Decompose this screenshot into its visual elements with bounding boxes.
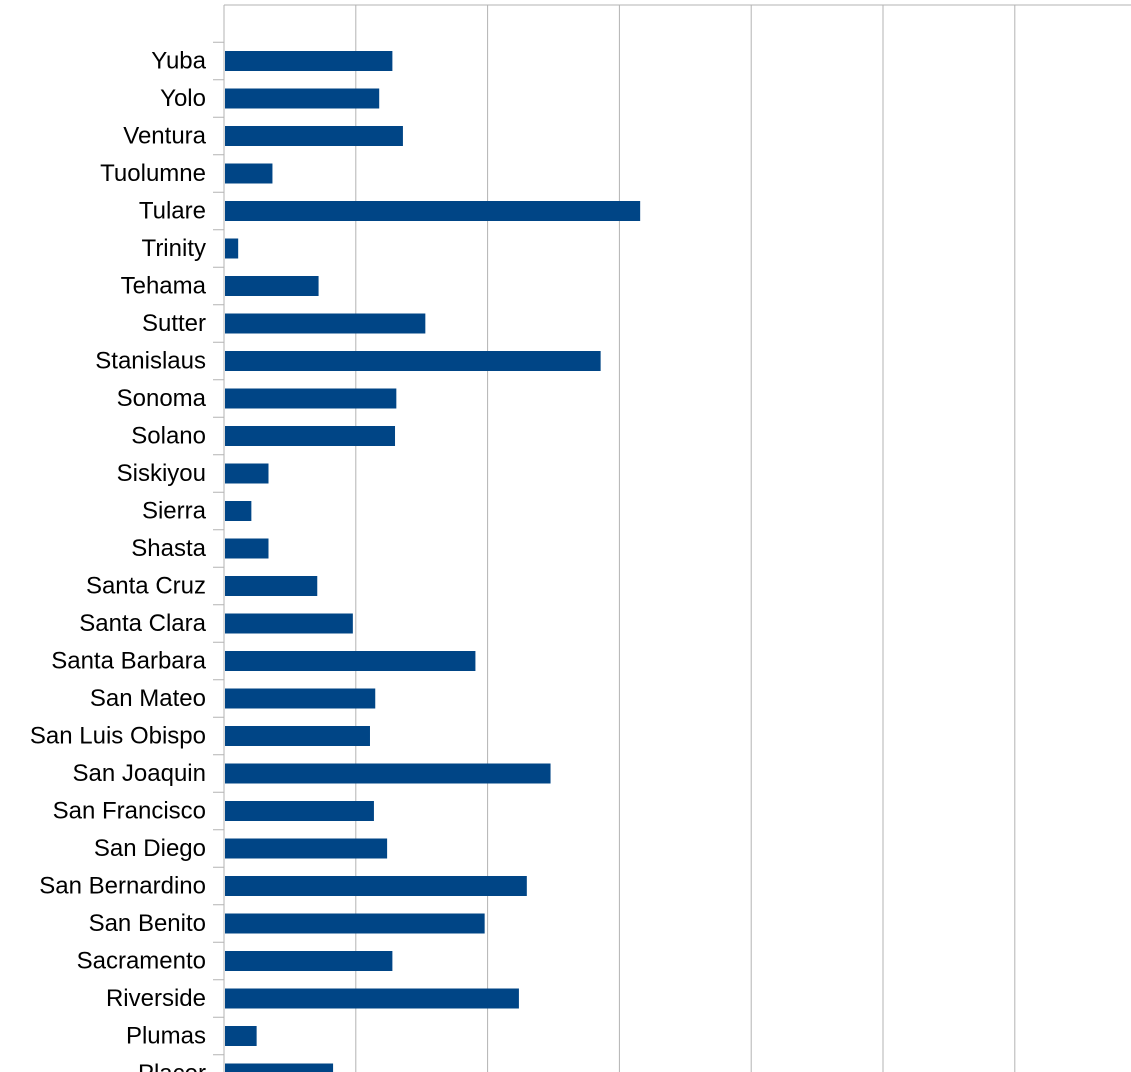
bar-yuba — [225, 51, 393, 71]
category-label: San Francisco — [53, 798, 206, 825]
gridlines — [223, 4, 1131, 1072]
category-label: Sierra — [142, 498, 207, 525]
bar-ventura — [225, 126, 403, 146]
bar-sutter — [225, 313, 426, 334]
bar-tuolumne — [225, 163, 273, 184]
category-label: Yolo — [160, 85, 206, 112]
bar-san-benito — [225, 913, 485, 934]
bar-trinity — [225, 238, 239, 259]
bar-stanislaus — [225, 351, 601, 371]
bar-san-joaquin — [225, 763, 551, 784]
bar-shasta — [225, 538, 269, 559]
category-label: Tuolumne — [100, 160, 206, 187]
bar-yolo — [225, 88, 380, 109]
category-label: Stanislaus — [95, 348, 206, 375]
category-label: San Mateo — [90, 685, 206, 712]
bar-sonoma — [225, 388, 397, 409]
bar-sierra — [225, 501, 252, 521]
category-label: Siskiyou — [117, 460, 206, 487]
bar-santa-clara — [225, 613, 353, 634]
bar-santa-barbara — [225, 651, 476, 671]
bar-plumas — [225, 1026, 257, 1046]
category-label: Tehama — [121, 273, 207, 300]
bar-placer — [225, 1063, 334, 1072]
category-label: Plumas — [126, 1023, 206, 1050]
category-label: Santa Cruz — [86, 573, 206, 600]
bar-solano — [225, 426, 396, 446]
category-label: Trinity — [142, 235, 206, 262]
category-label: Ventura — [123, 123, 206, 150]
category-label: Shasta — [131, 535, 206, 562]
bars — [225, 51, 641, 1072]
category-label: San Diego — [94, 835, 206, 862]
bar-san-francisco — [225, 801, 374, 821]
bar-san-mateo — [225, 688, 376, 709]
bar-sacramento — [225, 951, 393, 971]
category-label: Santa Barbara — [51, 648, 206, 675]
category-label: Sacramento — [77, 948, 206, 975]
category-label: San Benito — [89, 910, 206, 937]
category-label: San Bernardino — [39, 873, 206, 900]
bar-tulare — [225, 201, 641, 221]
bar-san-diego — [225, 838, 388, 859]
bar-santa-cruz — [225, 576, 318, 596]
bar-siskiyou — [225, 463, 269, 484]
category-label: Tulare — [139, 198, 206, 225]
category-label: Sonoma — [117, 385, 207, 412]
category-label: San Joaquin — [73, 760, 206, 787]
bar-san-bernardino — [225, 876, 527, 896]
bar-tehama — [225, 276, 319, 296]
category-label: Sutter — [142, 310, 206, 337]
category-label: Riverside — [106, 985, 206, 1012]
bar-riverside — [225, 988, 519, 1009]
category-label: San Luis Obispo — [30, 723, 206, 750]
category-label: Santa Clara — [79, 610, 206, 637]
bar-san-luis-obispo — [225, 726, 370, 746]
category-label: Solano — [131, 423, 206, 450]
category-ticks — [213, 41, 224, 1056]
category-labels: Yuba Yolo Ventura Tuolumne Tulare Trinity Teha… — [30, 48, 207, 1072]
category-label: Yuba — [151, 48, 206, 75]
category-label: Placer — [138, 1060, 206, 1072]
